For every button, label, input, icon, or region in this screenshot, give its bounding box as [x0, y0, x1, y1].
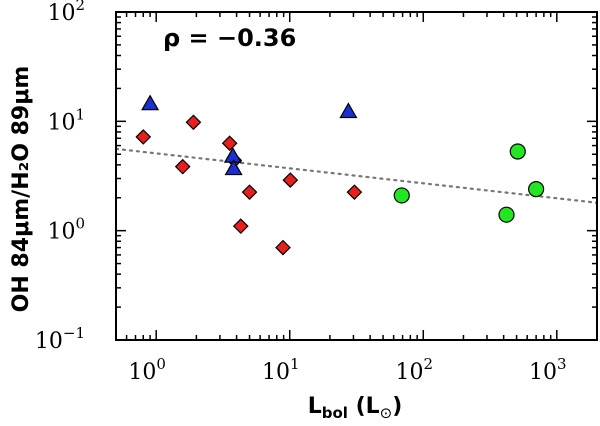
y-tick-base: 10 — [47, 1, 75, 26]
red-diamonds-point-4 — [221, 135, 238, 152]
blue-triangles-point-4 — [339, 102, 358, 119]
x-tick-exponent: 2 — [423, 355, 433, 373]
y-tick-exponent: 2 — [75, 0, 85, 14]
x-axis-label-unit-open: (L — [348, 394, 380, 419]
y-tick-base: 10 — [35, 329, 63, 354]
green-circles-point-1 — [393, 187, 410, 204]
x-tick-base: 10 — [262, 360, 290, 385]
red-diamonds-point-6 — [232, 218, 249, 234]
blue-triangles-point-1 — [141, 94, 160, 111]
x-tick-base: 10 — [529, 360, 557, 385]
red-diamonds-point-8 — [275, 239, 291, 256]
y-tick-exponent: 0 — [75, 215, 85, 233]
green-circles-point-2 — [498, 206, 515, 223]
x-tick-label: 103 — [529, 355, 567, 385]
x-tick-exponent: 0 — [156, 355, 166, 373]
y-tick-label: 101 — [47, 105, 85, 135]
green-circles-point-3 — [509, 143, 526, 160]
x-tick-base: 10 — [128, 360, 156, 385]
red-diamonds-point-1 — [135, 129, 152, 145]
y-tick-base: 10 — [47, 220, 75, 245]
green-circles-point-4 — [528, 180, 545, 198]
x-axis-label: Lbol (L⊙) — [308, 394, 403, 422]
y-axis-label: OH 84μm/H₂O 89μm — [9, 66, 34, 313]
x-tick-exponent: 3 — [557, 355, 567, 373]
y-tick-exponent: 1 — [75, 105, 85, 123]
red-diamonds-point-9 — [282, 172, 299, 188]
y-tick-label: 100 — [47, 215, 85, 245]
x-axis-label-main: L — [308, 394, 322, 419]
x-tick-label: 101 — [262, 355, 300, 385]
red-diamonds-point-7 — [241, 184, 258, 201]
x-axis-label-unit-symbol: ⊙ — [380, 404, 393, 422]
blue-triangles-point-2 — [223, 146, 242, 163]
x-axis-label-sub: bol — [322, 404, 348, 422]
x-tick-exponent: 1 — [290, 355, 300, 373]
red-diamonds-point-3 — [185, 114, 202, 131]
x-tick-label: 102 — [395, 355, 433, 385]
x-axis-label-unit-close: ) — [392, 394, 402, 419]
correlation-annotation: ρ = −0.36 — [163, 24, 296, 52]
x-tick-base: 10 — [395, 360, 423, 385]
y-tick-label: 10−1 — [35, 324, 85, 354]
x-tick-label: 100 — [128, 355, 166, 385]
y-tick-exponent: −1 — [63, 324, 85, 342]
plot-frame — [115, 11, 598, 341]
y-tick-label: 102 — [47, 0, 85, 26]
red-diamonds-point-2 — [174, 158, 191, 175]
y-tick-base: 10 — [47, 110, 75, 135]
blue-triangles-point-3 — [224, 159, 243, 176]
red-diamonds-point-10 — [346, 184, 363, 201]
